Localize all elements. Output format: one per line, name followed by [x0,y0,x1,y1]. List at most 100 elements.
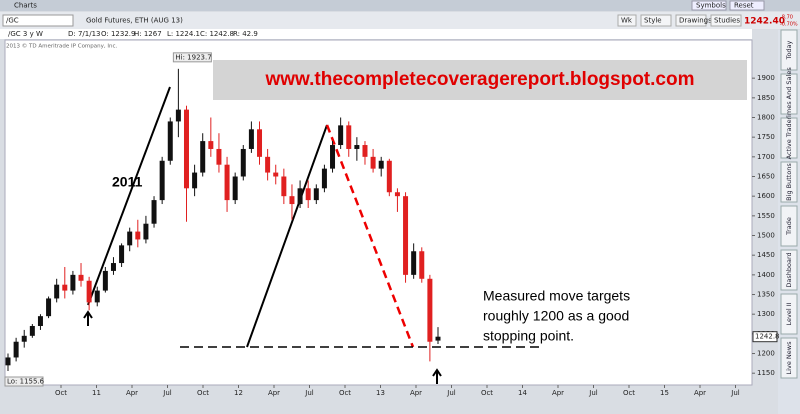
candle-body [257,129,263,157]
trend-line [246,124,328,348]
side-tab[interactable] [780,117,798,159]
candle-body [94,290,100,303]
low-label-box [4,376,44,387]
y-tick-label: 1650 [757,173,775,181]
toolbar-button[interactable] [675,14,707,27]
candle-body [143,223,149,240]
toolbar-button[interactable] [710,14,742,27]
x-tick-label: Jul [304,389,314,397]
candle-body [281,176,287,197]
toolbar-button[interactable] [640,14,672,27]
x-tick-label: 11 [92,389,101,397]
candle-body [70,274,76,291]
x-tick-label: 12 [234,389,243,397]
window-button[interactable] [729,0,765,11]
note-line: roughly 1200 as a good [483,308,629,324]
toolbar-label: Drawings [679,17,712,25]
side-tab[interactable] [780,337,798,379]
window-button[interactable] [691,0,727,11]
candle-body [354,145,360,149]
change-pct: -0.70% [780,22,798,28]
side-tab[interactable] [780,293,798,335]
window-button-label: Symbols [696,2,726,10]
candle-body [167,121,173,161]
chart: Wk Style Drawings Studies Symbols Reset D: 7/1… [4,0,798,397]
candle-body [200,141,206,173]
toolbar-label: Studies [714,17,740,25]
candle-body [273,172,279,177]
x-tick-label: Apr [552,389,564,397]
candle-body [78,274,84,281]
candle-body [46,298,52,317]
candle-body [386,160,392,193]
candle-body [208,141,214,149]
info-row [0,29,752,39]
note-line: stopping point. [483,328,574,344]
x-tick-label: Apr [268,389,280,397]
title-bar [0,0,800,11]
candle-body [183,109,189,189]
last-label-box [752,331,778,343]
toolbar-label: Wk [621,17,633,25]
info-field: L: 1224.1 [167,30,200,38]
toolbar-button[interactable] [617,14,637,27]
high-label: Hi: 1923.7 [175,53,211,61]
candle-body [427,278,433,342]
candle-body [102,270,108,291]
side-tab[interactable] [780,73,798,115]
candle-body [127,231,133,246]
candle-body [151,200,157,224]
side-tab[interactable] [780,161,798,203]
arrow [83,310,93,326]
x-tick-label: Jul [588,389,598,397]
last-label: 1242.8 [755,333,780,341]
x-tick-label: Apr [694,389,706,397]
high-label-box [172,52,212,63]
candle-body [435,336,441,341]
info-field: R: 42.9 [233,30,258,38]
candle-body [232,176,238,201]
candle-body [330,145,336,169]
candle-body [297,188,303,205]
side-tab-label: Dashboard [785,252,793,287]
candle-body [192,172,198,189]
x-tick-label: Oct [55,389,67,397]
side-tab-label: Big Buttons [785,163,793,201]
y-tick-label: 1600 [757,192,775,200]
side-tab[interactable] [780,29,798,71]
info-field: D: 7/1/13 [68,30,101,38]
candle-body [321,168,327,189]
toolbar-label: Style [644,17,662,25]
info-field: O: 1232.9 [101,30,135,38]
candle-body [13,341,19,358]
y-tick-label: 1700 [757,153,775,161]
y-tick-label: 1300 [757,310,775,318]
candle-body [86,280,92,303]
copyright: 2013 © TD Ameritrade IP Company, Inc. [6,43,118,50]
y-tick-label: 1200 [757,350,775,358]
last-price: 1242.40 [744,17,785,27]
candle-body [29,325,35,336]
candle-body [110,263,116,271]
toolbar [0,12,800,29]
candle-body [378,160,384,169]
description: Gold Futures, ETH (AUG 13) [86,17,183,25]
symbol-box[interactable] [2,14,74,27]
candle-body [248,129,254,149]
y-tick-label: 1350 [757,291,775,299]
candle-body [403,196,409,275]
y-tick-label: 1900 [757,74,775,82]
candle-body [135,231,141,240]
candle-body [240,148,246,177]
x-tick-label: Oct [623,389,635,397]
side-tab[interactable] [780,205,798,247]
candle-body [411,251,417,275]
x-tick-label: Jul [446,389,456,397]
side-tab-label: Active Trader [785,116,793,159]
y-tick-label: 1850 [757,94,775,102]
x-tick-label: Apr [410,389,422,397]
side-tab-label: Trade [785,217,793,236]
side-tab[interactable] [780,249,798,291]
